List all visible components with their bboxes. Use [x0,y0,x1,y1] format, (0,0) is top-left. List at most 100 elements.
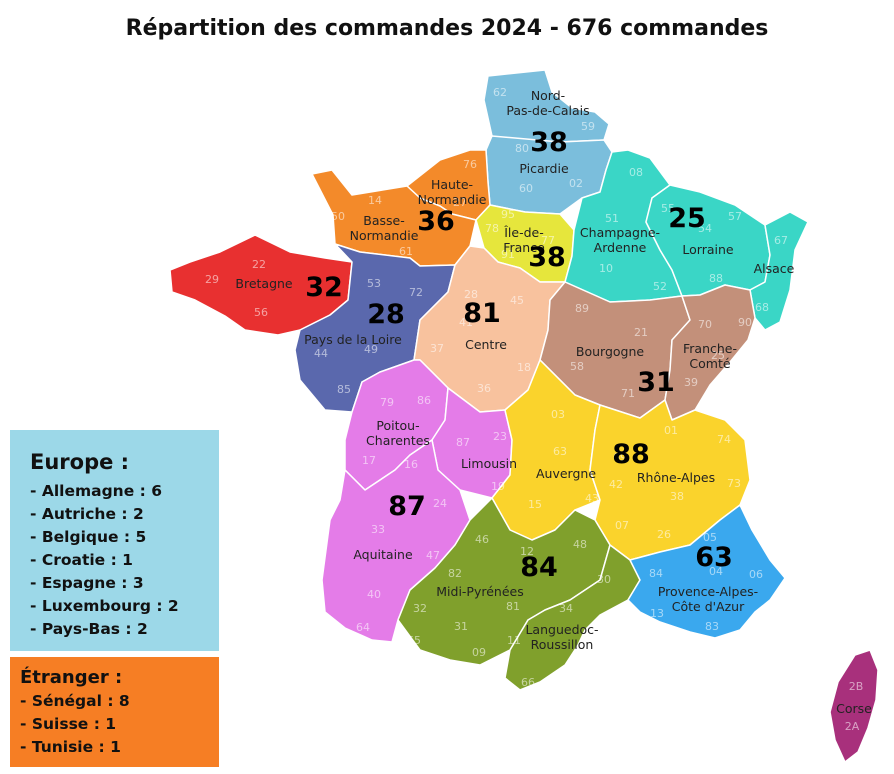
department-number: 14 [368,194,382,207]
department-number: 54 [698,222,712,235]
department-number: 44 [314,347,328,360]
department-number: 76 [463,158,477,171]
region-name-champagne: Champagne-Ardenne [580,225,660,255]
department-number: 10 [599,262,613,275]
department-number: 43 [585,492,599,505]
department-number: 26 [657,528,671,541]
department-number: 41 [459,316,473,329]
legend-europe-item: - Croatie : 1 [30,551,133,569]
department-number: 62 [493,86,507,99]
legend-europe-item: - Autriche : 2 [30,505,144,523]
department-number: 85 [337,383,351,396]
department-number: 59 [581,120,595,133]
region-name-corse: Corse [836,701,872,716]
department-number: 67 [774,234,788,247]
region-name-bourgogne: Bourgogne [576,344,645,359]
department-number: 13 [650,607,664,620]
department-number: 56 [254,306,268,319]
region-npdc [483,69,610,145]
department-number: 24 [433,497,447,510]
department-number: 49 [364,343,378,356]
department-number: 19 [491,480,505,493]
department-number: 31 [454,620,468,633]
department-number: 87 [456,436,470,449]
department-number: 95 [501,208,515,221]
legend-etranger: Étranger : - Sénégal : 8 - Suisse : 1 - … [10,657,219,767]
region-name-lorraine: Lorraine [682,242,734,257]
region-franchecomte [664,284,756,421]
region-name-bretagne: Bretagne [235,276,293,291]
region-count-pdl: 28 [367,299,405,330]
department-number: 71 [621,387,635,400]
department-number: 65 [407,634,421,647]
region-name-midipyrenees: Midi-Pyrénées [436,584,523,599]
department-number: 01 [664,424,678,437]
department-number: 73 [727,477,741,490]
legend-europe-title: Europe : [30,450,130,474]
department-number: 91 [501,248,515,261]
department-number: 03 [551,408,565,421]
department-number: 84 [649,567,663,580]
department-number: 39 [684,376,698,389]
department-number: 04 [709,565,723,578]
region-count-centre: 81 [463,298,501,329]
department-number: 89 [575,302,589,315]
department-number: 80 [515,142,529,155]
map-title: Répartition des commandes 2024 - 676 com… [125,16,769,41]
department-number: 38 [670,490,684,503]
region-name-pdl: Pays de la Loire [304,332,402,347]
legend-europe-item: - Pays-Bas : 2 [30,620,148,638]
department-number: 32 [413,602,427,615]
department-number: 33 [371,523,385,536]
region-name-picardie: Picardie [519,161,569,176]
department-number: 78 [485,222,499,235]
region-name-idf: Île-de-France [503,225,545,255]
department-number: 2B [849,680,864,693]
department-number: 30 [597,573,611,586]
department-number: 79 [380,396,394,409]
department-number: 46 [475,533,489,546]
department-number: 2A [845,720,860,733]
department-number: 90 [738,316,752,329]
legend-europe-item: - Espagne : 3 [30,574,144,592]
region-name-auvergne: Auvergne [536,466,596,481]
region-name-limousin: Limousin [461,456,517,471]
department-number: 88 [709,272,723,285]
region-name-hnormandie: Haute-Normandie [418,177,487,207]
region-name-poitou: Poitou-Charentes [366,418,430,448]
department-number: 74 [717,433,731,446]
legend-etranger-list: - Sénégal : 8 - Suisse : 1 - Tunisie : 1 [20,690,219,759]
department-number: 18 [517,361,531,374]
department-number: 21 [634,326,648,339]
region-count-midipyrenees: 84 [520,552,558,583]
legend-europe-list: - Allemagne : 6 - Autriche : 2 - Belgiqu… [30,480,219,641]
department-number: 28 [464,288,478,301]
department-number: 81 [506,600,520,613]
region-count-picardie: 38 [530,127,568,158]
legend-etranger-item: - Sénégal : 8 [20,692,130,710]
department-number: 58 [570,360,584,373]
department-number: 45 [510,294,524,307]
department-number: 86 [417,394,431,407]
department-number: 55 [661,202,675,215]
department-number: 08 [629,166,643,179]
region-corse [829,649,879,763]
department-number: 48 [573,538,587,551]
department-number: 83 [705,620,719,633]
legend-europe: Europe : - Allemagne : 6 - Autriche : 2 … [10,430,219,651]
department-number: 60 [519,182,533,195]
department-number: 68 [755,301,769,314]
legend-etranger-item: - Tunisie : 1 [20,738,121,756]
department-number: 61 [399,245,413,258]
region-count-paca: 63 [695,542,733,573]
department-number: 16 [404,458,418,471]
department-number: 72 [409,286,423,299]
department-number: 17 [362,454,376,467]
department-number: 57 [728,210,742,223]
department-number: 29 [205,273,219,286]
region-name-aquitaine: Aquitaine [353,547,413,562]
regions-layer [169,69,879,763]
department-number: 64 [356,621,370,634]
department-number: 52 [653,280,667,293]
